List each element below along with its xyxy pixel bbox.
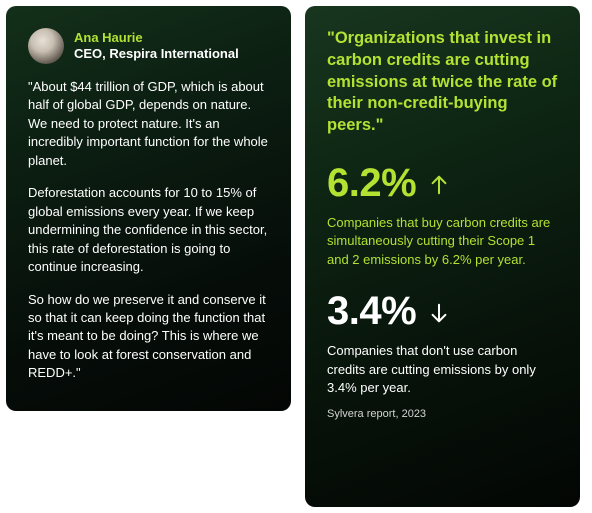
stat-value-1: 6.2% xyxy=(327,161,416,206)
quote-paragraph: So how do we preserve it and conserve it… xyxy=(28,291,269,383)
stats-card-right: "Organizations that invest in carbon cre… xyxy=(305,6,580,507)
quote-paragraph: "About $44 trillion of GDP, which is abo… xyxy=(28,78,269,170)
name-block: Ana Haurie CEO, Respira International xyxy=(74,30,239,63)
stat-row-2: 3.4% xyxy=(327,289,558,334)
stat-row-1: 6.2% xyxy=(327,161,558,206)
source-citation: Sylvera report, 2023 xyxy=(327,408,558,420)
person-name: Ana Haurie xyxy=(74,30,239,46)
quote-card-left: Ana Haurie CEO, Respira International "A… xyxy=(6,6,291,411)
arrow-up-icon xyxy=(428,174,450,196)
person-title: CEO, Respira International xyxy=(74,46,239,62)
stat-desc-1: Companies that buy carbon credits are si… xyxy=(327,214,558,269)
profile-row: Ana Haurie CEO, Respira International xyxy=(28,28,269,64)
quote-paragraph: Deforestation accounts for 10 to 15% of … xyxy=(28,184,269,276)
quote-body: "About $44 trillion of GDP, which is abo… xyxy=(28,78,269,383)
arrow-down-icon xyxy=(428,302,450,324)
avatar xyxy=(28,28,64,64)
headline-quote: "Organizations that invest in carbon cre… xyxy=(327,28,558,137)
stat-desc-2: Companies that don't use carbon credits … xyxy=(327,342,558,397)
stat-value-2: 3.4% xyxy=(327,289,416,334)
